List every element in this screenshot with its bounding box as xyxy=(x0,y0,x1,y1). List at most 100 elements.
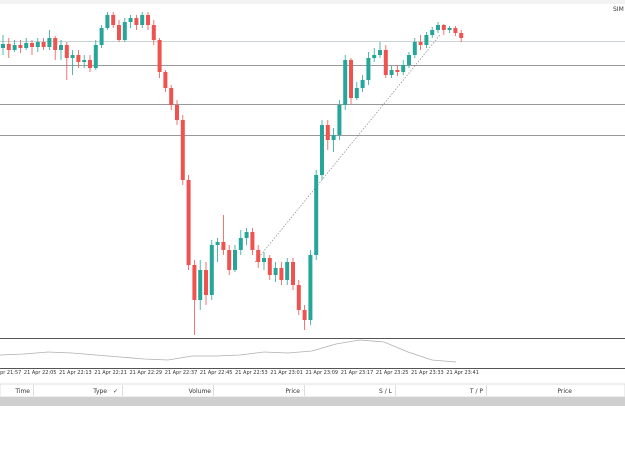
candle-body xyxy=(41,42,46,47)
column-header[interactable]: Volume xyxy=(189,388,212,395)
candle-body xyxy=(140,15,145,25)
column-header[interactable]: Time xyxy=(14,388,30,395)
candle-body xyxy=(24,43,29,48)
candle-body xyxy=(279,268,284,280)
candle-body xyxy=(320,125,324,175)
candle-body xyxy=(453,28,458,33)
time-label: 21 Apr 22:37 xyxy=(165,370,198,376)
time-label: 21 Apr 22:29 xyxy=(129,370,162,376)
candle-body xyxy=(314,175,319,255)
candle-body xyxy=(291,262,295,285)
candle-body xyxy=(401,65,406,72)
candle-body xyxy=(325,125,330,140)
candle-body xyxy=(93,45,98,68)
candle-body xyxy=(157,40,162,72)
column-header[interactable]: T / P xyxy=(469,388,484,395)
candle-body xyxy=(1,44,5,48)
indicator-line xyxy=(0,339,457,363)
time-label: 21 Apr 22:13 xyxy=(59,370,92,376)
candle-body xyxy=(99,28,104,45)
candle-body xyxy=(76,55,81,62)
candle-body xyxy=(221,242,226,250)
candle-body xyxy=(82,60,87,62)
time-label: 21 Apr 22:45 xyxy=(200,370,233,376)
candle-body xyxy=(70,55,75,58)
candle-body xyxy=(163,72,168,88)
candle-body xyxy=(227,250,232,270)
sort-icon: ✓ xyxy=(113,388,118,395)
candle-body xyxy=(262,258,266,262)
column-header[interactable]: Price xyxy=(285,388,300,395)
candle-body xyxy=(424,35,429,45)
candle-body xyxy=(407,55,411,65)
candle-body xyxy=(35,42,40,47)
candle-body xyxy=(12,45,17,50)
candle-body xyxy=(198,270,203,300)
candle-body xyxy=(238,238,243,250)
table-scrollbar xyxy=(0,397,625,406)
candle-body xyxy=(256,250,261,262)
candle-body xyxy=(459,33,464,38)
candle-body xyxy=(296,285,301,310)
candle-body xyxy=(349,60,353,98)
candle-body xyxy=(151,25,156,40)
candle-body xyxy=(146,15,150,25)
column-header[interactable]: Price xyxy=(557,388,572,395)
candle-body xyxy=(285,262,290,280)
candle-body xyxy=(389,70,394,75)
time-label: 21 Apr 23:17 xyxy=(341,370,374,376)
candle-body xyxy=(64,45,69,58)
candle-body xyxy=(186,180,191,265)
candle-body xyxy=(180,120,185,180)
candle-body xyxy=(192,265,197,300)
candle-body xyxy=(47,38,52,47)
candle-body xyxy=(360,80,365,88)
time-label: 21 Apr 23:01 xyxy=(270,370,303,376)
time-label: 21 Apr 23:25 xyxy=(376,370,409,376)
candle-body xyxy=(111,15,116,25)
time-label: 21 Apr 22:21 xyxy=(94,370,127,376)
candle-body xyxy=(117,25,121,40)
candle-body xyxy=(308,255,313,320)
account-label: SIM xyxy=(613,6,624,13)
candle-body xyxy=(378,50,382,55)
time-label: 21 Apr 22:05 xyxy=(24,370,57,376)
candle-body xyxy=(354,88,359,98)
candle-body xyxy=(447,28,452,30)
candle-body xyxy=(302,310,307,320)
candle-body xyxy=(383,50,388,75)
candle-body xyxy=(395,70,400,72)
candle-body xyxy=(244,232,249,238)
trend-line xyxy=(254,34,441,263)
time-label: 21 Apr 22:53 xyxy=(235,370,268,376)
toolbar xyxy=(0,0,625,4)
candle-body xyxy=(267,258,272,275)
candle-body xyxy=(53,38,58,50)
candle-body xyxy=(59,45,63,50)
candle-body xyxy=(441,25,446,30)
candle-body xyxy=(88,60,92,68)
candle-body xyxy=(128,18,133,22)
time-label: 21 Apr 21:57 xyxy=(0,370,21,376)
candle-body xyxy=(436,25,440,30)
candle-body xyxy=(175,105,179,120)
candle-body xyxy=(430,30,435,35)
candle-body xyxy=(209,245,214,295)
column-header[interactable]: S / L xyxy=(379,388,393,395)
time-label: 21 Apr 23:33 xyxy=(411,370,444,376)
candle-body xyxy=(250,232,255,250)
candle-body xyxy=(343,60,348,105)
candle-body xyxy=(337,105,342,135)
candle-body xyxy=(105,15,110,28)
candle-body xyxy=(122,22,127,40)
candle-body xyxy=(418,42,423,45)
candle-body xyxy=(204,270,208,295)
time-label: 21 Apr 23:09 xyxy=(305,370,338,376)
candle-body xyxy=(331,135,336,140)
candle-body xyxy=(18,45,23,48)
candle-body xyxy=(215,242,220,245)
time-label: 21 Apr 23:41 xyxy=(446,370,479,376)
column-header[interactable]: Type xyxy=(92,388,107,395)
